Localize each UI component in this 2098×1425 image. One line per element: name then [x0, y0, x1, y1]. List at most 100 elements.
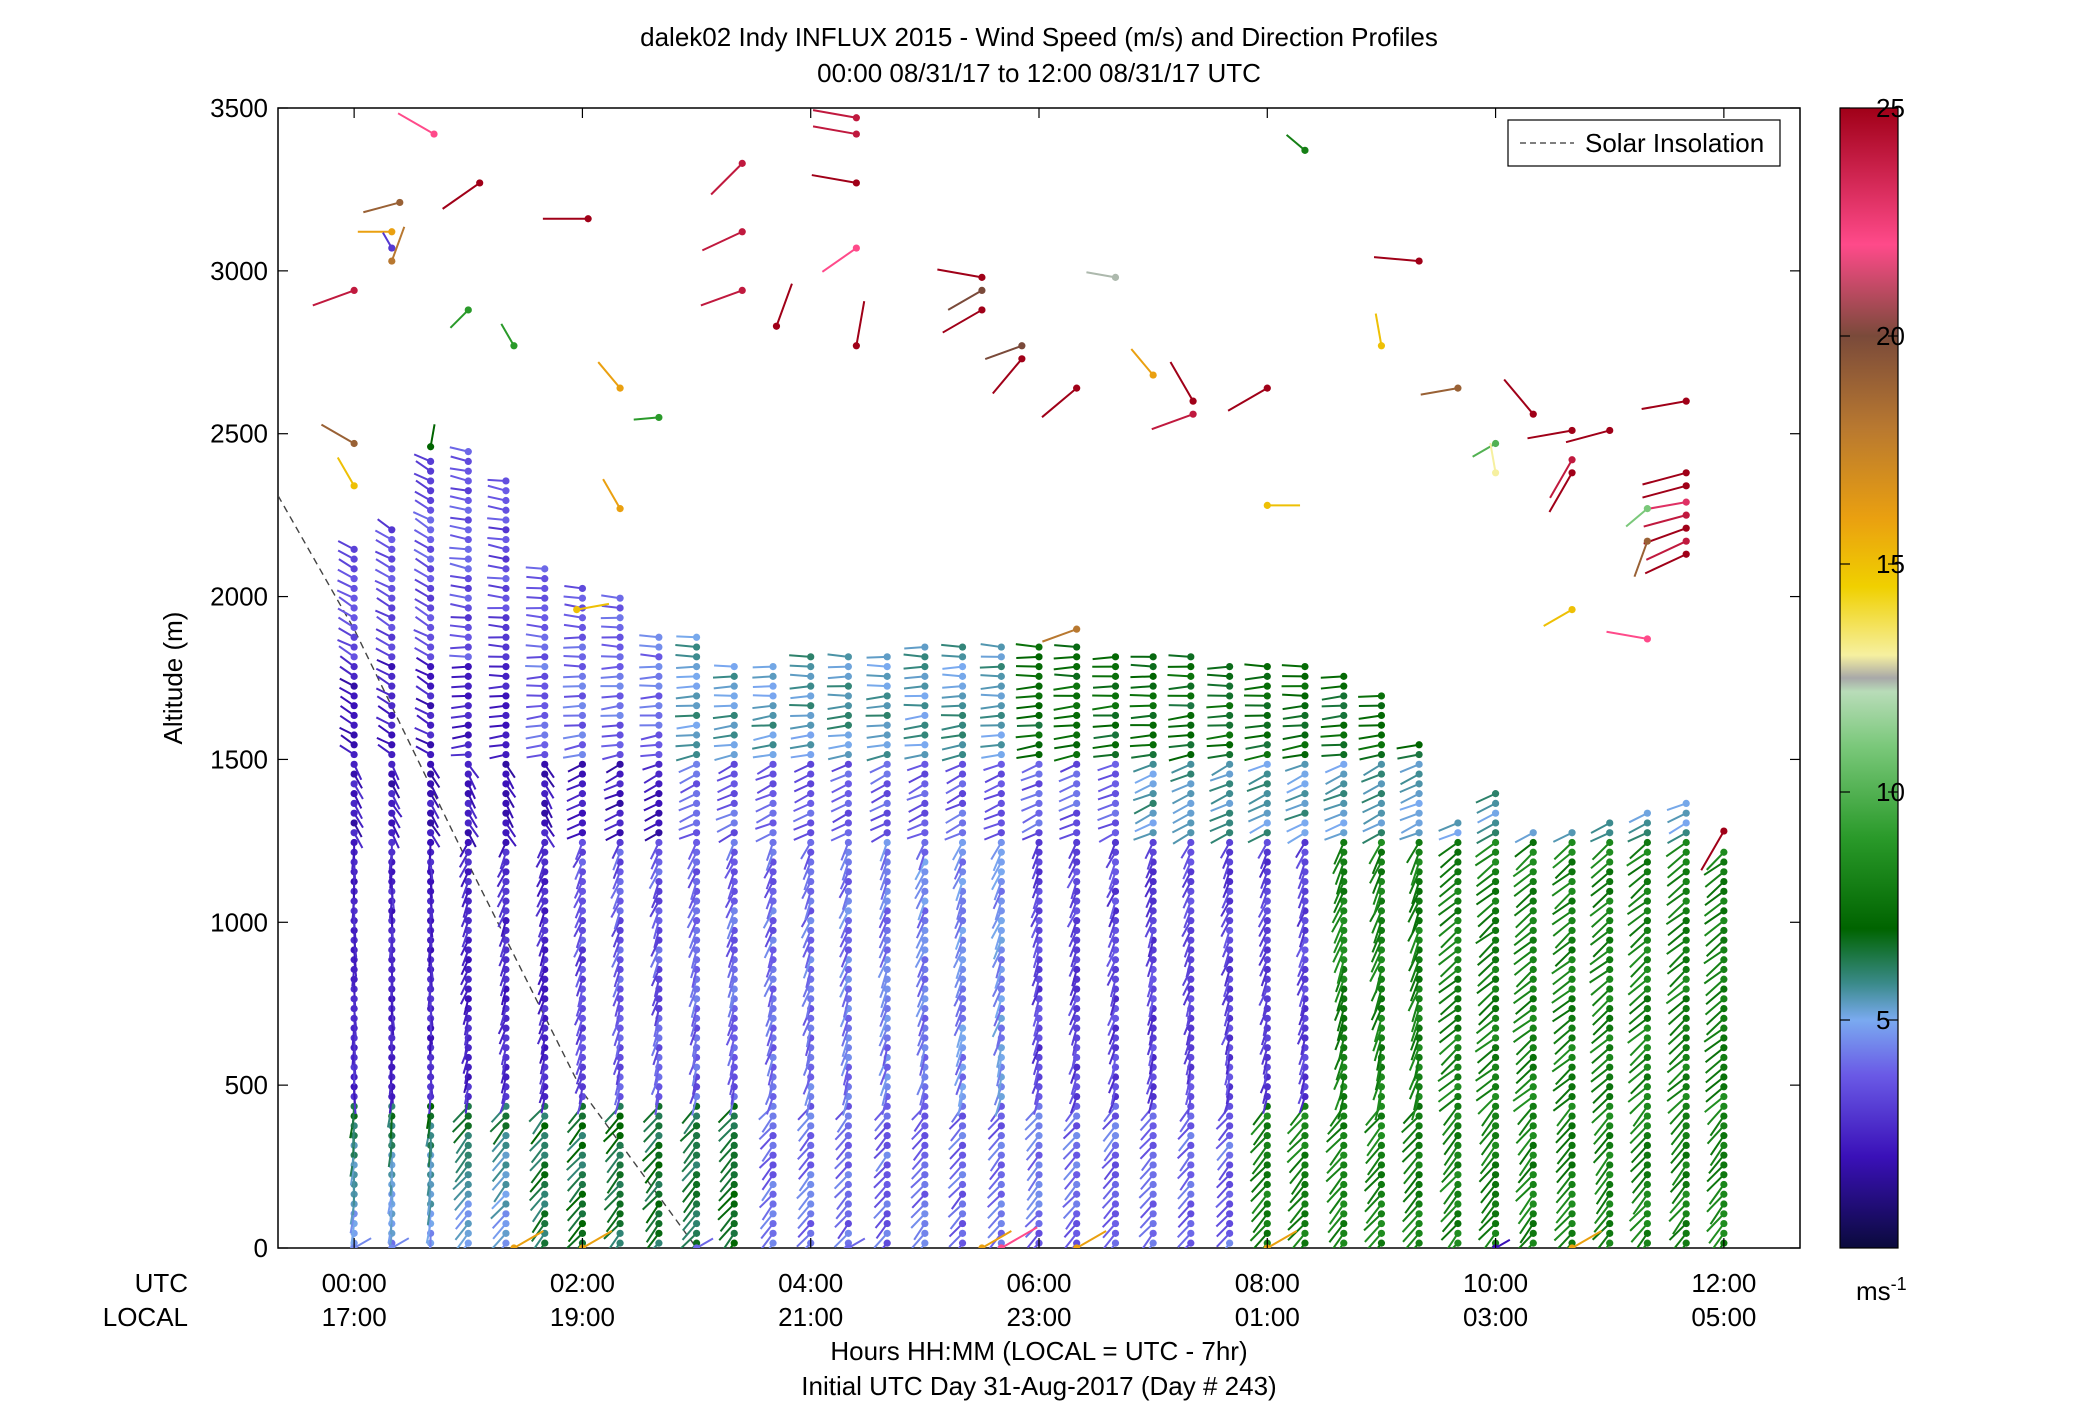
wind-barb-point — [578, 594, 587, 602]
wind-barb-shaft — [682, 1135, 698, 1154]
wind-barb-shaft — [1332, 1232, 1345, 1248]
wind-barb-point — [1073, 1219, 1081, 1228]
wind-barb-shaft — [1282, 743, 1306, 752]
wind-barb-point — [1415, 907, 1423, 915]
wind-barb-point — [655, 1132, 663, 1140]
wind-barb-point — [921, 985, 929, 993]
wind-barb-point — [997, 702, 1005, 710]
wind-barb-point — [769, 702, 777, 710]
wind-barb-point — [997, 1190, 1005, 1198]
wind-barb-point — [1149, 692, 1157, 700]
wind-barb-point — [1263, 926, 1271, 935]
wind-barb-point — [1226, 848, 1234, 856]
wind-barb-point — [502, 682, 510, 690]
wind-barb-point — [1263, 829, 1271, 837]
wind-barb-point — [655, 819, 663, 827]
wind-barb-point — [1491, 809, 1500, 817]
wind-barb-point — [1035, 760, 1043, 768]
wind-barb-point — [350, 838, 358, 847]
wind-barb-point — [1454, 1239, 1462, 1247]
wind-barb-point — [958, 682, 967, 690]
wind-barb-point — [1720, 1229, 1728, 1237]
wind-barb-shaft — [1282, 704, 1306, 711]
wind-barb-shaft — [1250, 1183, 1269, 1203]
wind-barb-point — [427, 535, 435, 544]
wind-barb-shaft — [1054, 644, 1077, 649]
wind-barb-point — [502, 1219, 510, 1228]
upper-wind-barb-point — [388, 228, 396, 236]
wind-barb-point — [1111, 936, 1120, 944]
wind-barb-point — [921, 760, 929, 768]
wind-barb-point — [692, 731, 701, 739]
wind-barb-point — [1263, 819, 1271, 827]
wind-barb-point — [1263, 1122, 1271, 1130]
wind-barb-point — [655, 799, 663, 808]
wind-barb-point — [1415, 1034, 1423, 1042]
wind-barb-point — [769, 711, 777, 720]
wind-barb-point — [997, 819, 1005, 827]
wind-barb-point — [1226, 1122, 1234, 1130]
wind-barb-point — [1111, 770, 1120, 778]
wind-barb-point — [1491, 985, 1500, 993]
wind-barb-point — [1454, 1112, 1462, 1120]
wind-barb-point — [1149, 1239, 1157, 1247]
wind-barb-shaft — [1249, 1164, 1268, 1182]
upper-wind-barb-point — [350, 439, 358, 448]
wind-barb-point — [1377, 858, 1386, 866]
wind-barb-shaft — [1130, 675, 1154, 679]
wind-barb-point — [883, 790, 891, 798]
wind-barb-shaft — [1335, 1057, 1345, 1081]
wind-barb-point — [655, 692, 663, 700]
wind-barb-point — [1682, 848, 1690, 856]
wind-barb-point — [1111, 1210, 1120, 1218]
wind-barb-point — [1568, 897, 1576, 905]
wind-barb-point — [1643, 926, 1651, 935]
wind-barb-point — [921, 1044, 929, 1052]
wind-barb-shaft — [1411, 939, 1421, 964]
wind-barb-point — [1263, 1083, 1271, 1091]
wind-barb-point — [427, 643, 435, 651]
upper-wind-barb-point — [1529, 410, 1537, 418]
wind-barb-shaft — [719, 1213, 736, 1232]
wind-barb-point — [1606, 1112, 1614, 1120]
wind-barb-point — [958, 760, 967, 768]
wind-barb-point — [883, 760, 891, 768]
wind-barb-point — [1073, 1005, 1081, 1013]
wind-barb-point — [958, 868, 967, 876]
wind-barb-shaft — [1373, 891, 1383, 916]
wind-barb-point — [1226, 702, 1234, 710]
wind-barb-point — [616, 956, 624, 964]
wind-barb-point — [578, 1083, 587, 1091]
wind-barb-point — [1073, 946, 1081, 954]
wind-barb-point — [1682, 936, 1690, 944]
wind-barb-shaft — [1286, 1134, 1306, 1153]
wind-barb-point — [692, 741, 701, 749]
wind-barb-point — [807, 1112, 815, 1120]
wind-barb-point — [464, 1239, 472, 1247]
wind-barb-point — [541, 799, 549, 808]
wind-barb-point — [1643, 848, 1651, 856]
wind-barb-point — [1568, 1034, 1576, 1042]
wind-barb-point — [464, 1053, 472, 1062]
wind-barb-point — [844, 1210, 852, 1218]
wind-barb-point — [692, 643, 701, 651]
wind-barb-point — [1149, 760, 1157, 768]
wind-barb-point — [1568, 1112, 1576, 1120]
wind-barb-point — [1340, 1219, 1348, 1228]
colorbar-tick-label: 15 — [1876, 549, 1905, 579]
wind-barb-point — [997, 799, 1005, 808]
wind-barb-point — [844, 975, 852, 983]
wind-barb-point — [541, 1034, 549, 1042]
wind-barb-shaft — [1320, 685, 1344, 690]
wind-barb-point — [655, 1229, 663, 1237]
wind-barb-point — [1491, 1044, 1500, 1052]
wind-barb-point — [844, 985, 852, 993]
wind-barb-point — [1529, 1063, 1537, 1071]
wind-barb-point — [958, 702, 967, 710]
wind-barb-point — [502, 584, 510, 593]
wind-barb-point — [1035, 1083, 1043, 1091]
wind-barb-shaft — [1244, 675, 1268, 681]
upper-wind-barb-point — [573, 606, 581, 614]
wind-barb-point — [1111, 829, 1120, 837]
wind-barb-point — [1491, 1200, 1500, 1208]
